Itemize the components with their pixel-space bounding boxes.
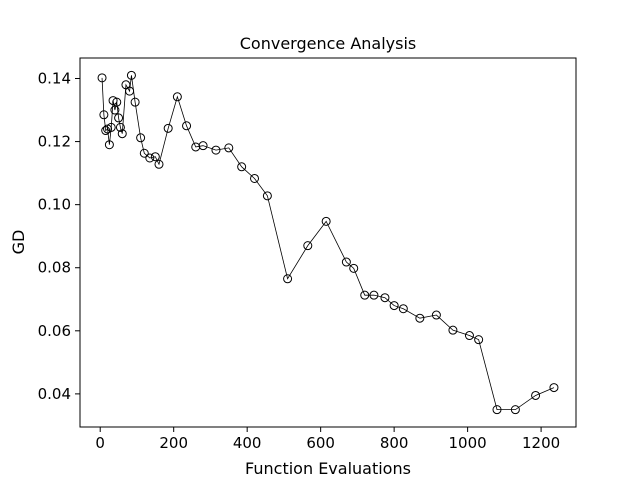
- data-point: [492, 405, 502, 415]
- data-point: [191, 142, 201, 152]
- data-point: [97, 73, 107, 83]
- y-tick-label: 0.04: [38, 385, 71, 403]
- data-point: [250, 173, 260, 183]
- y-tick-label: 0.08: [38, 259, 71, 277]
- data-point: [104, 140, 114, 150]
- data-point: [130, 97, 140, 107]
- data-point: [115, 122, 125, 132]
- y-axis-ticks: 0.04 0.06 0.08 0.10 0.12 0.14: [38, 70, 80, 403]
- x-axis-label: Function Evaluations: [245, 459, 411, 478]
- data-point: [139, 148, 149, 158]
- data-point: [145, 153, 155, 163]
- y-tick-label: 0.12: [38, 133, 71, 151]
- x-tick-label: 600: [306, 434, 335, 452]
- data-point: [101, 126, 111, 136]
- y-tick-label: 0.14: [38, 70, 71, 88]
- data-point: [380, 293, 390, 303]
- data-point: [172, 92, 182, 102]
- data-point: [360, 290, 370, 300]
- data-point: [349, 263, 359, 273]
- chart-title: Convergence Analysis: [240, 34, 417, 53]
- data-point: [136, 133, 146, 143]
- data-point: [464, 331, 474, 341]
- data-point: [303, 241, 313, 251]
- plot-area: [97, 70, 559, 415]
- data-point: [510, 405, 520, 415]
- x-tick-label: 1000: [449, 434, 487, 452]
- data-point: [211, 145, 221, 155]
- data-point: [150, 152, 160, 162]
- data-point: [474, 335, 484, 345]
- data-point: [398, 304, 408, 314]
- data-point: [126, 70, 136, 80]
- data-point: [154, 159, 164, 169]
- y-tick-label: 0.10: [38, 196, 71, 214]
- x-tick-label: 0: [95, 434, 105, 452]
- y-axis-label: GD: [9, 230, 28, 255]
- data-point: [117, 129, 127, 139]
- data-point: [262, 191, 272, 201]
- data-point: [321, 216, 331, 226]
- data-point: [369, 290, 379, 300]
- data-point: [224, 143, 234, 153]
- data-point: [531, 390, 541, 400]
- data-point: [415, 313, 425, 323]
- data-point: [389, 301, 399, 311]
- x-tick-label: 400: [233, 434, 262, 452]
- data-point: [237, 162, 247, 172]
- y-tick-label: 0.06: [38, 322, 71, 340]
- data-point: [549, 383, 559, 393]
- data-point: [448, 325, 458, 335]
- data-point: [99, 110, 109, 120]
- x-axis-ticks: 0 200 400 600 800 1000 1200: [95, 427, 560, 452]
- data-point: [198, 141, 208, 151]
- data-point: [341, 257, 351, 267]
- x-tick-label: 800: [380, 434, 409, 452]
- data-point: [112, 97, 122, 107]
- x-tick-label: 1200: [522, 434, 560, 452]
- data-point: [182, 121, 192, 131]
- data-point: [125, 86, 135, 96]
- axes-frame: [79, 57, 577, 428]
- data-point: [431, 310, 441, 320]
- x-tick-label: 200: [159, 434, 188, 452]
- data-point: [163, 123, 173, 133]
- data-point: [106, 122, 116, 132]
- data-point: [114, 113, 124, 123]
- data-point: [283, 274, 293, 284]
